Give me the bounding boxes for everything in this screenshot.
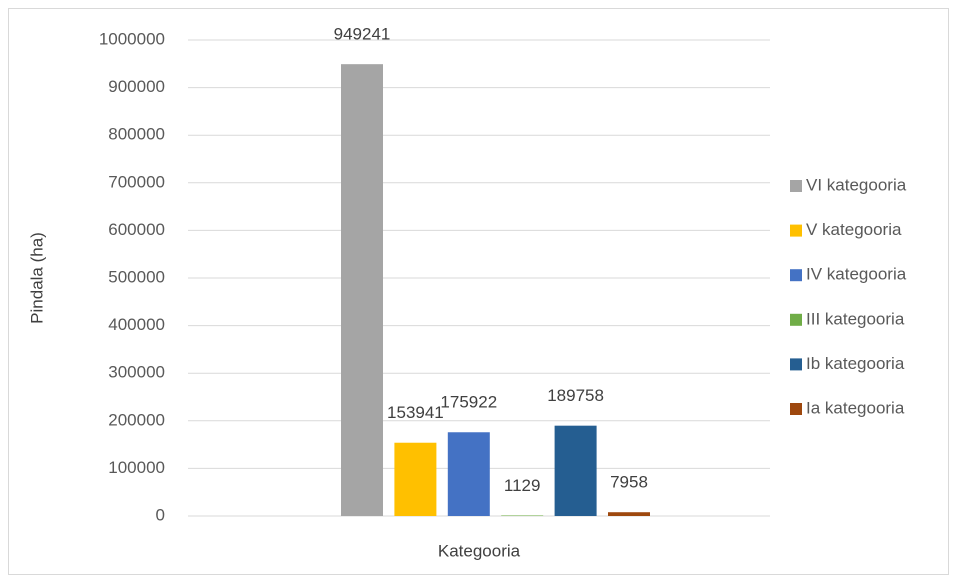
legend-swatch	[790, 224, 802, 237]
x-axis-label: Kategooria	[438, 541, 521, 560]
data-label: 1129	[504, 476, 541, 495]
y-tick-label: 400000	[108, 315, 165, 334]
legend-swatch	[790, 180, 802, 192]
y-tick-label: 100000	[108, 458, 165, 477]
data-label: 7958	[610, 473, 648, 492]
legend-swatch	[790, 358, 802, 371]
y-tick-label: 0	[156, 505, 165, 524]
y-tick-label: 700000	[108, 172, 165, 191]
bar	[394, 442, 437, 516]
bar	[554, 425, 597, 516]
y-tick-label: 800000	[108, 125, 165, 144]
legend-swatch	[790, 313, 802, 326]
bar	[447, 432, 490, 516]
data-label: 949241	[334, 25, 391, 44]
legend-label: Ia kategooria	[806, 398, 905, 417]
legend-swatch	[790, 269, 802, 282]
legend-label: V kategooria	[806, 220, 902, 239]
bar	[341, 64, 383, 516]
y-tick-label: 600000	[108, 220, 165, 239]
y-tick-label: 900000	[108, 77, 165, 96]
y-tick-label: 200000	[108, 410, 165, 429]
bar	[501, 515, 544, 516]
data-label: 189758	[547, 386, 604, 405]
data-label: 175922	[440, 393, 497, 412]
y-tick-label: 500000	[108, 267, 165, 286]
data-label: 153941	[387, 403, 444, 422]
legend-label: Ib kategooria	[806, 354, 905, 373]
legend-label: III kategooria	[806, 309, 905, 328]
legend-label: VI kategooria	[806, 175, 907, 194]
bar	[608, 512, 650, 516]
legend-label: IV kategooria	[806, 265, 907, 284]
y-tick-label: 300000	[108, 363, 165, 382]
y-tick-label: 1000000	[99, 29, 165, 48]
y-axis-label: Pindala (ha)	[27, 232, 46, 324]
legend-swatch	[790, 403, 802, 415]
